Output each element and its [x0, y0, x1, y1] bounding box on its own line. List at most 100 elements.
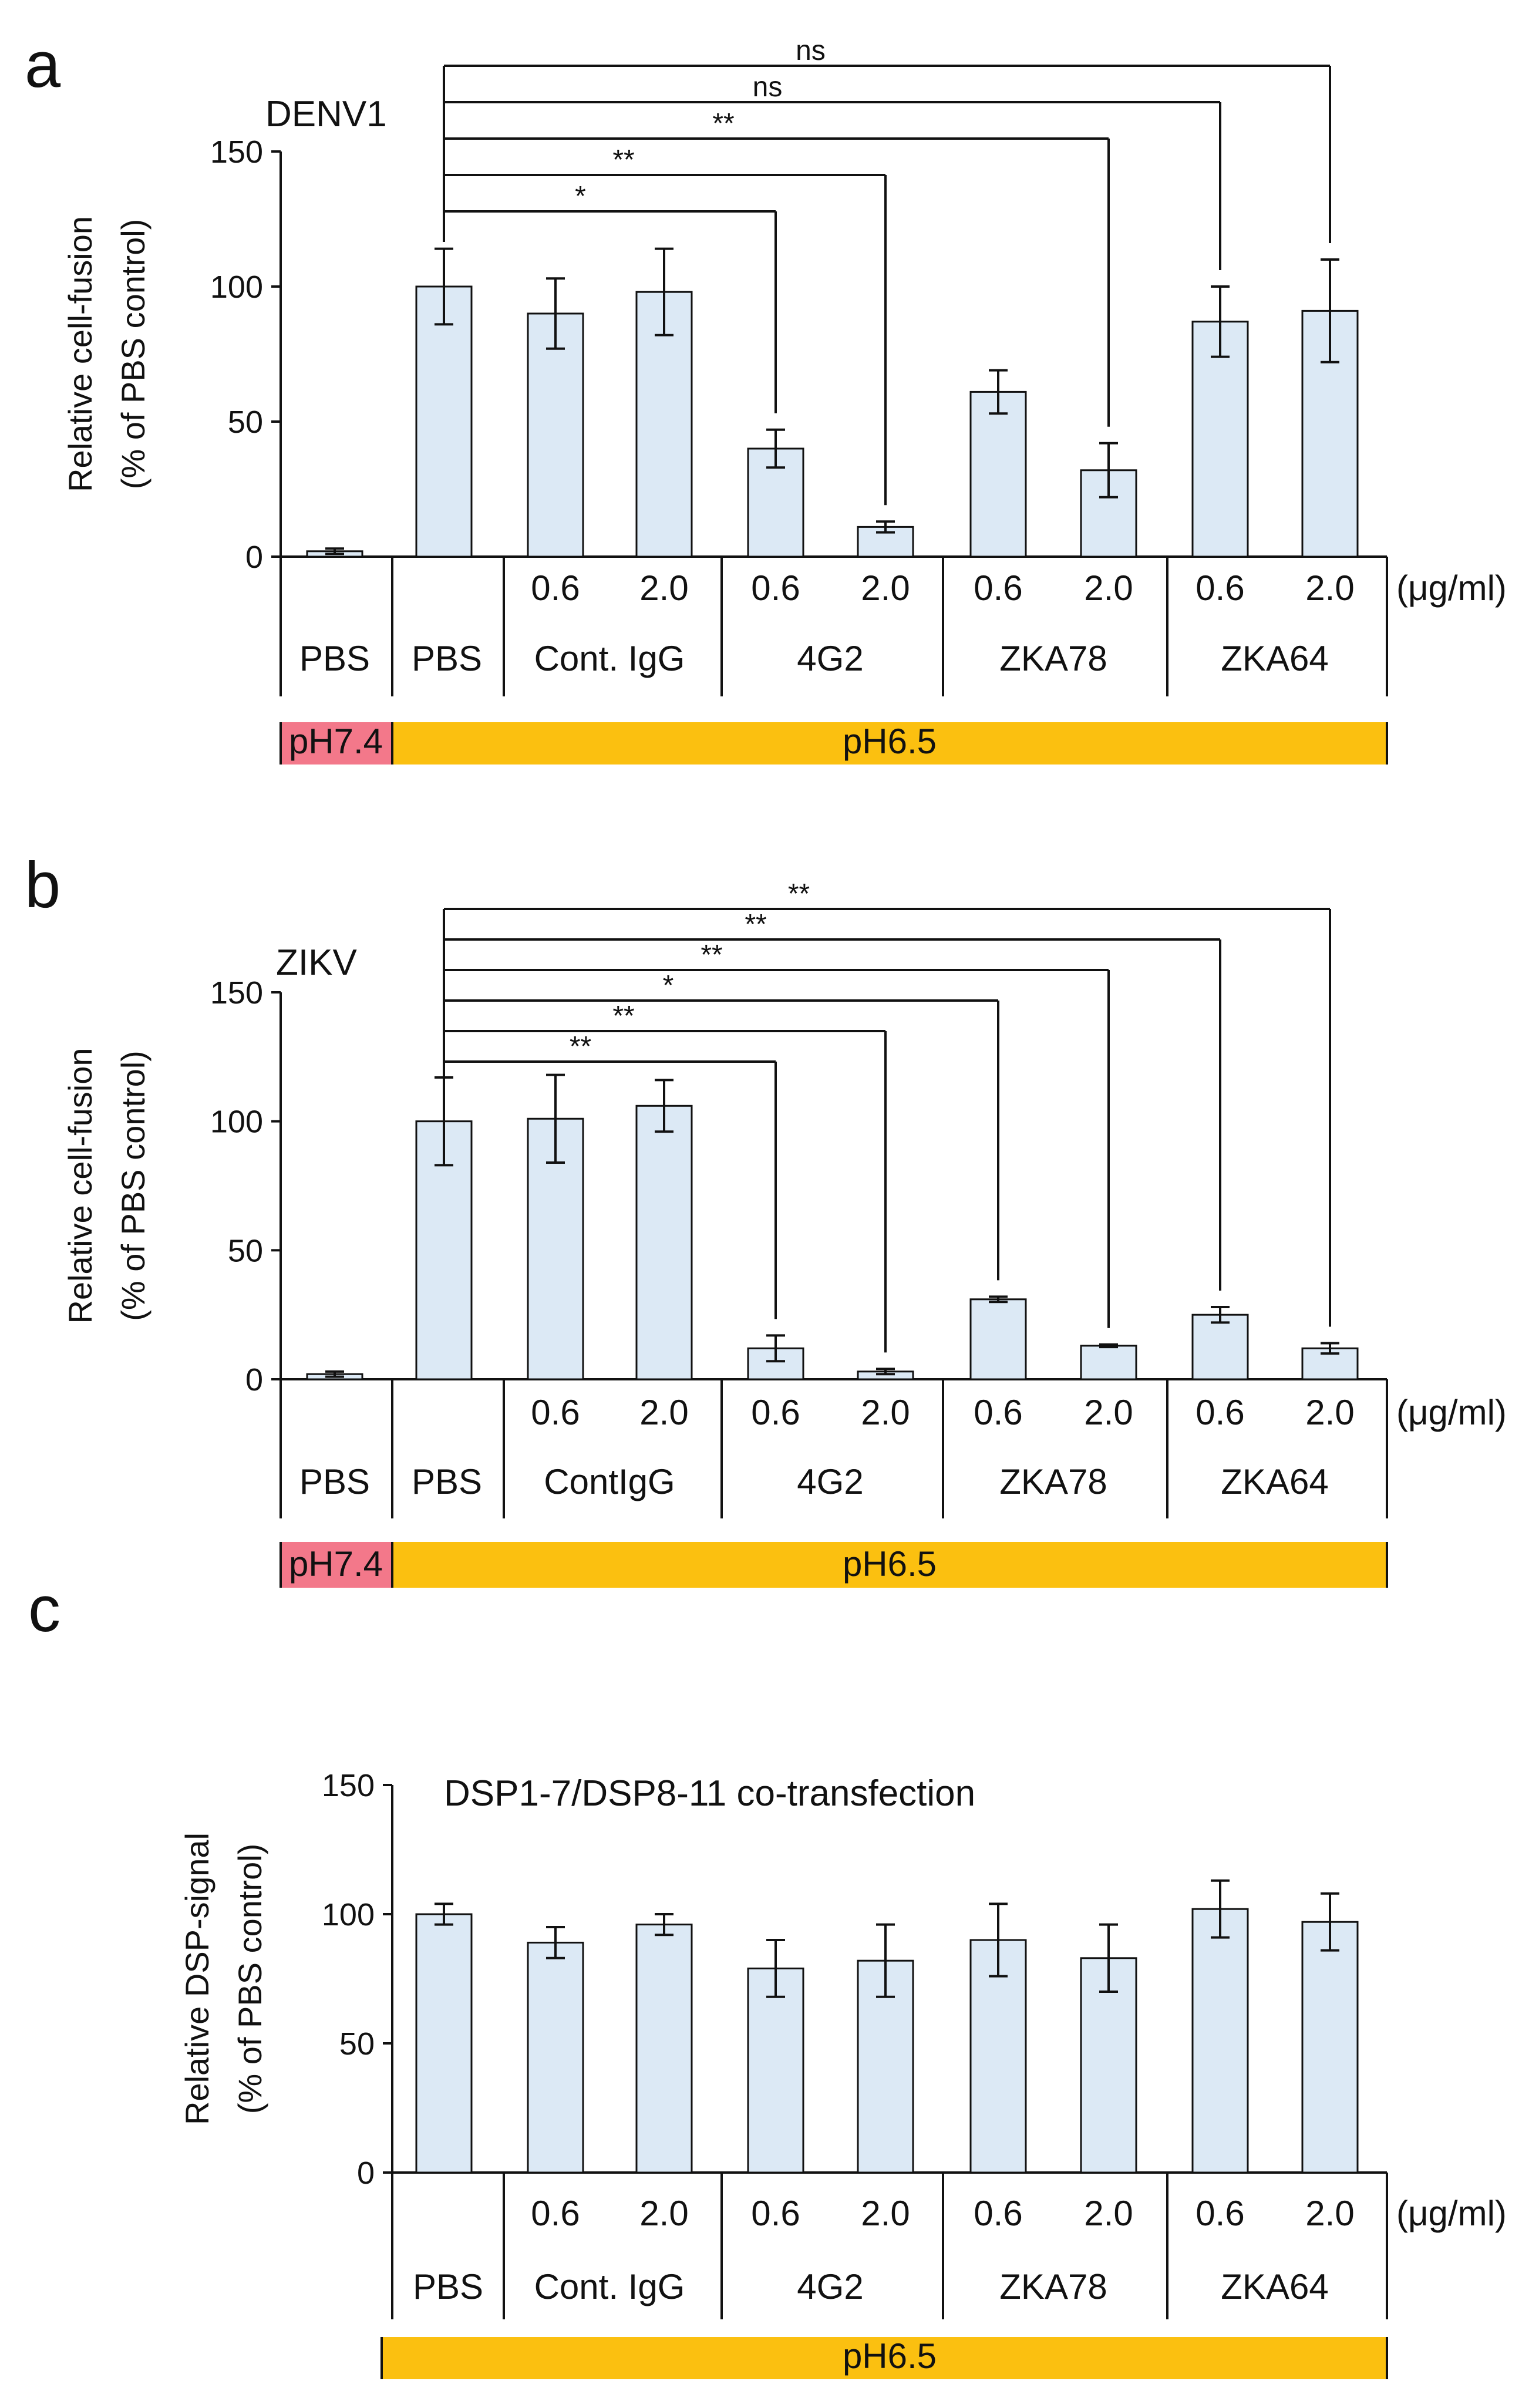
ph65-label: pH6.5 — [843, 722, 937, 761]
group-label: Cont. IgG — [534, 639, 685, 678]
y-axis-label-units: (% of PBS control) — [115, 219, 151, 490]
group-label: Cont. IgG — [534, 2267, 685, 2306]
concentration-label: 2.0 — [639, 1393, 688, 1432]
y-tick-label: 150 — [210, 975, 263, 1011]
bar — [635, 1104, 693, 1380]
group-label: ZKA64 — [1221, 639, 1328, 678]
concentration-label: 2.0 — [1084, 2194, 1133, 2233]
concentration-label: 0.6 — [1195, 2194, 1244, 2233]
concentration-label: 0.6 — [751, 568, 800, 608]
concentration-label: 0.6 — [531, 2194, 580, 2233]
group-label: ZKA78 — [999, 2267, 1107, 2306]
unit-label: (μg/ml) — [1396, 568, 1507, 608]
y-tick-label: 100 — [322, 1897, 375, 1932]
bar — [969, 390, 1027, 558]
concentration-label: 2.0 — [639, 568, 688, 608]
y-tick-label: 100 — [210, 270, 263, 305]
concentration-label: 2.0 — [1084, 1393, 1133, 1432]
sig-label: ** — [701, 939, 722, 971]
concentration-label: 0.6 — [751, 2194, 800, 2233]
sig-label: ** — [570, 1031, 591, 1062]
y-axis-label-units: (% of PBS control) — [115, 1050, 151, 1321]
panel-letter-b: b — [25, 849, 60, 921]
unit-label: (μg/ml) — [1396, 2194, 1507, 2233]
concentration-label: 0.6 — [974, 568, 1022, 608]
sig-label: * — [575, 181, 586, 212]
ph65-label: pH6.5 — [843, 1544, 937, 1584]
sig-label: ** — [788, 878, 810, 910]
y-tick-label: 50 — [228, 1233, 263, 1268]
group-label: 4G2 — [797, 639, 863, 678]
group-label: ZKA78 — [999, 1462, 1107, 1501]
y-tick-label: 0 — [245, 1362, 263, 1397]
y-tick-label: 50 — [339, 2026, 375, 2062]
concentration-label: 2.0 — [861, 1393, 910, 1432]
y-axis-label: Relative cell-fusion — [62, 1048, 99, 1324]
concentration-label: 0.6 — [531, 1393, 580, 1432]
unit-label: (μg/ml) — [1396, 1393, 1507, 1432]
ph65-band — [392, 1542, 1387, 1588]
y-axis-label: Relative DSP-signal — [179, 1833, 215, 2125]
ph74-label: pH7.4 — [289, 1544, 383, 1584]
ph65-band — [392, 722, 1387, 765]
group-label: ContIgG — [544, 1462, 675, 1501]
concentration-label: 2.0 — [639, 2194, 688, 2233]
sig-label: ** — [712, 108, 734, 139]
chart-title: DENV1 — [265, 94, 387, 134]
y-tick-label: 100 — [210, 1104, 263, 1140]
bar — [415, 1913, 473, 2174]
ph74-label: pH7.4 — [289, 722, 383, 761]
group-label: PBS — [412, 639, 482, 678]
ph74-band — [281, 722, 392, 765]
sig-label: * — [663, 970, 674, 1001]
bar — [527, 312, 584, 558]
concentration-label: 2.0 — [1305, 568, 1354, 608]
concentration-label: 0.6 — [974, 1393, 1022, 1432]
y-tick-label: 50 — [228, 405, 263, 440]
panel-c: c DSP1-7/DSP8-11 co-transfection Relative… — [28, 1573, 1507, 2379]
concentration-label: 2.0 — [1084, 568, 1133, 608]
concentration-label: 2.0 — [1305, 2194, 1354, 2233]
bar — [969, 1939, 1027, 2174]
sig-label: ** — [612, 144, 634, 176]
sig-label: ns — [753, 72, 783, 103]
bar — [635, 1924, 693, 2174]
bar — [969, 1298, 1027, 1380]
concentration-label: 0.6 — [974, 2194, 1022, 2233]
ph65-label: pH6.5 — [843, 2336, 937, 2376]
group-label: 4G2 — [797, 2267, 863, 2306]
chart-title: ZIKV — [276, 942, 357, 983]
group-label: PBS — [299, 1462, 370, 1501]
ph65-band — [382, 2337, 1387, 2379]
concentration-label: 2.0 — [861, 2194, 910, 2233]
concentration-label: 0.6 — [1195, 568, 1244, 608]
ph74-band — [281, 1542, 392, 1588]
bar — [747, 1967, 804, 2174]
concentration-label: 0.6 — [531, 568, 580, 608]
concentration-label: 0.6 — [751, 1393, 800, 1432]
y-tick-label: 150 — [322, 1768, 375, 1803]
panel-letter-c: c — [28, 1573, 60, 1645]
bar — [1191, 321, 1249, 558]
sig-label: ** — [612, 1001, 634, 1032]
y-tick-label: 0 — [357, 2156, 375, 2191]
y-tick-label: 0 — [245, 540, 263, 575]
group-label: PBS — [299, 639, 370, 678]
bar — [1191, 1314, 1249, 1380]
concentration-label: 2.0 — [861, 568, 910, 608]
y-axis-label-units: (% of PBS control) — [231, 1844, 268, 2114]
panel-b: b ZIKV Relative cell-fusion (% of PBS cont… — [25, 849, 1507, 1588]
concentration-label: 2.0 — [1305, 1393, 1354, 1432]
panel-letter-a: a — [25, 29, 61, 101]
bar — [1080, 1345, 1137, 1380]
concentration-label: 0.6 — [1195, 1393, 1244, 1432]
group-label: PBS — [413, 2267, 483, 2306]
group-label: ZKA64 — [1221, 2267, 1328, 2306]
chart-title: DSP1-7/DSP8-11 co-transfection — [444, 1773, 975, 1814]
sig-label: ns — [796, 35, 826, 66]
group-label: PBS — [412, 1462, 482, 1501]
group-label: 4G2 — [797, 1462, 863, 1501]
group-label: ZKA64 — [1221, 1462, 1328, 1501]
y-tick-label: 150 — [210, 134, 263, 170]
